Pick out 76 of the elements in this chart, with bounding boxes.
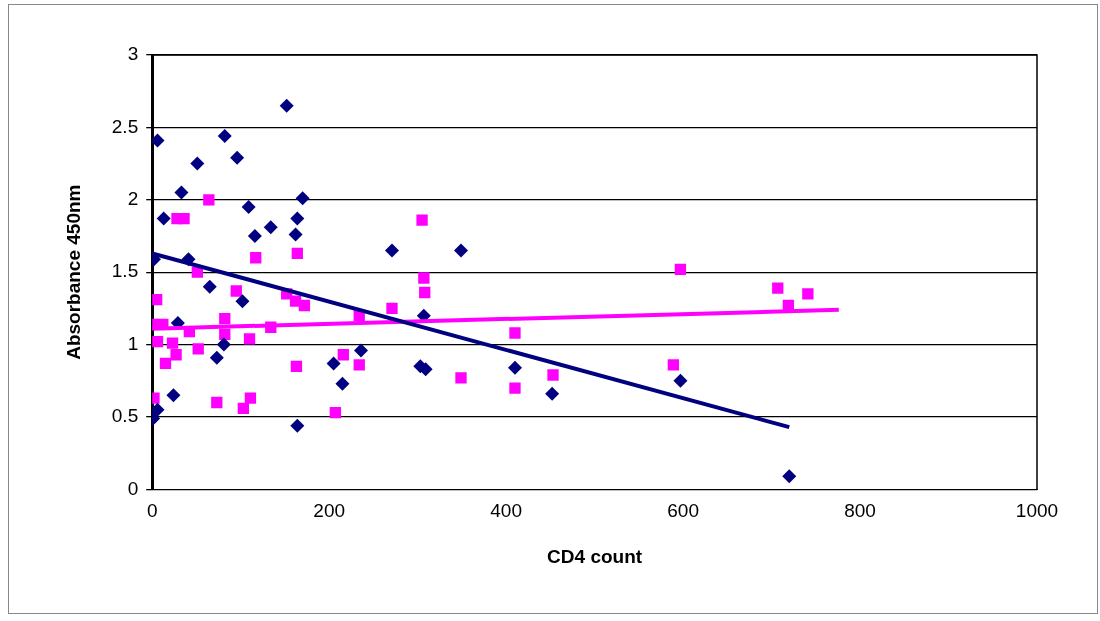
point [454,243,468,258]
point [209,350,224,365]
point [170,349,182,361]
point [509,327,521,339]
point [295,191,310,206]
point [203,194,215,206]
point [219,328,231,341]
point [217,129,232,144]
point [455,372,467,384]
point [152,402,165,417]
point [237,402,249,414]
point [244,392,257,404]
point [386,302,398,315]
point [166,388,181,403]
y-tick-label: 1.5 [111,260,139,282]
point [211,396,223,409]
point [384,243,399,258]
y-tick-label: 0 [127,477,139,499]
point [152,133,165,148]
point [509,382,521,394]
point [190,156,205,171]
x-tick-label: 400 [490,500,522,522]
x-tick-label: 800 [844,500,876,522]
point [290,360,303,372]
point [290,418,305,433]
point [290,211,305,226]
point [241,200,256,215]
y-tick-label: 2.5 [111,115,139,137]
point [782,469,797,484]
point [159,357,172,370]
point [202,279,217,294]
point [673,373,688,388]
point [418,272,430,284]
point [545,386,560,401]
point [174,185,189,200]
y-tick-label: 1 [127,332,139,354]
point [667,359,680,371]
x-tick-label: 0 [146,500,158,522]
point [337,349,349,361]
point [263,220,278,235]
x-axis-title: CD4 count [547,545,643,567]
point [507,360,522,375]
point [219,312,231,325]
point [230,150,245,165]
point [674,263,687,275]
point [247,229,262,243]
point [353,359,365,371]
point [243,333,256,345]
point [166,337,179,349]
point [250,252,262,264]
point [291,247,303,260]
point [335,376,350,391]
point [326,356,341,371]
x-tick-label: 600 [667,500,699,522]
point [772,282,784,294]
y-tick-label: 0.5 [111,405,139,427]
y-tick-label: 3 [127,43,139,65]
point [156,211,171,226]
point [230,285,242,297]
point [416,214,428,226]
point [547,369,559,381]
point [178,212,190,225]
point [419,286,431,299]
y-axis-title: Absorbance 450nm [62,184,84,360]
point [288,227,303,242]
point [802,288,814,300]
point [216,337,231,352]
point [298,299,311,312]
y-tick-label: 2 [127,188,139,210]
point [279,98,294,113]
x-tick-label: 200 [313,500,346,522]
point [192,343,204,355]
point [329,407,342,419]
point [235,294,250,309]
point [354,343,369,358]
x-tick-label: 1000 [1015,500,1059,522]
